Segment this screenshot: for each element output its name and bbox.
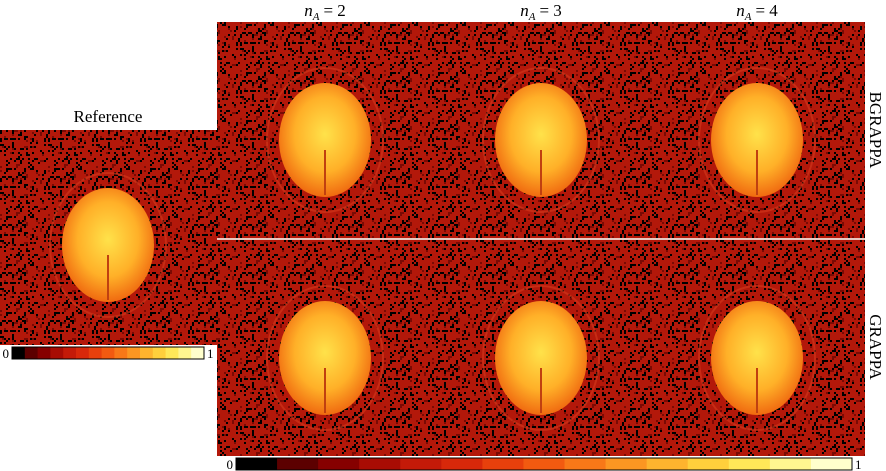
colorbar-frame [11, 346, 205, 360]
brain [279, 301, 371, 415]
colorbar-step [24, 347, 39, 359]
subscript: A [528, 11, 536, 23]
image-panel [433, 22, 649, 238]
relation: = 3 [539, 1, 561, 20]
colorbar-step [101, 347, 115, 359]
symbol: n [736, 1, 745, 20]
colorbar-step [441, 458, 483, 470]
subscript: A [744, 11, 752, 23]
colorbar-step [359, 458, 401, 470]
colorbar-step [482, 458, 524, 470]
image-panel [433, 240, 649, 456]
relation: = 2 [323, 1, 345, 20]
colorbar-tick: 1 [207, 346, 214, 361]
skull-ring [49, 172, 167, 318]
colorbar-step [12, 347, 26, 359]
colorbar-step [63, 347, 77, 359]
image-panel [649, 22, 865, 238]
brain [711, 83, 803, 197]
colorbar-step [564, 458, 607, 470]
colorbar-step [769, 458, 812, 470]
symbol: n [520, 1, 529, 20]
colorbar-step [605, 458, 648, 470]
row-label: BGRAPPA [866, 92, 885, 170]
colorbar-step [50, 347, 64, 359]
colorbar-step [400, 458, 442, 470]
relation: = 4 [755, 1, 778, 20]
row-label: GRAPPA [866, 314, 885, 380]
colorbar-step [191, 347, 205, 359]
colorbar-step [277, 458, 319, 470]
reference-title: Reference [74, 107, 143, 126]
skull-ring [698, 285, 816, 431]
colorbar-step [728, 458, 771, 470]
colorbar-step [88, 347, 103, 359]
column-label: nA = 2 [304, 1, 346, 23]
brain [711, 301, 803, 415]
colorbar-tick: 0 [3, 346, 10, 361]
colorbar-step [523, 458, 566, 470]
colorbar-tick: 0 [227, 457, 234, 471]
colorbar-step [76, 347, 90, 359]
colorbar-step [318, 458, 360, 470]
colorbar-step [810, 458, 853, 470]
colorbar-step [140, 347, 154, 359]
image-panel [217, 22, 433, 238]
colorbar-frame [235, 457, 853, 471]
skull-ring [698, 67, 816, 213]
colorbar-step [236, 458, 278, 470]
skull-ring [266, 67, 384, 213]
brain [62, 188, 154, 302]
image-panel [0, 130, 217, 345]
skull-ring [266, 285, 384, 431]
brain [495, 83, 587, 197]
colorbar-step [114, 347, 128, 359]
subscript: A [312, 11, 320, 23]
image-panel [649, 240, 865, 456]
brain [495, 301, 587, 415]
colorbar-step [37, 347, 51, 359]
column-label: nA = 4 [736, 1, 778, 23]
image-panel [217, 240, 433, 456]
skull-ring [482, 285, 600, 431]
colorbar-step [646, 458, 689, 470]
colorbar-step [152, 347, 167, 359]
colorbar-step [178, 347, 192, 359]
colorbar-step [127, 347, 141, 359]
colorbar-step [165, 347, 179, 359]
column-label: nA = 3 [520, 1, 562, 23]
brain [279, 83, 371, 197]
skull-ring [482, 67, 600, 213]
colorbar-tick: 1 [855, 457, 862, 471]
colorbar-step [687, 458, 730, 470]
symbol: n [304, 1, 313, 20]
